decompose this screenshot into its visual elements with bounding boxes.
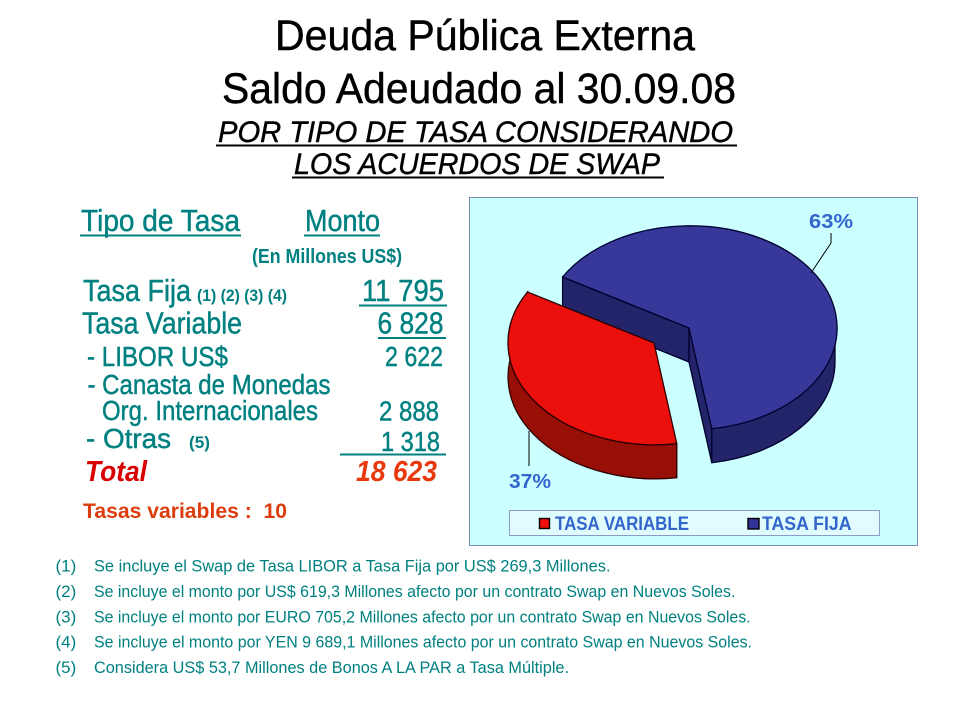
svg-text:(2): (2): [56, 582, 77, 601]
svg-text:(4): (4): [56, 633, 77, 652]
svg-text:Se incluye el monto por US$ 61: Se incluye el monto por US$ 619,3 Millon…: [94, 582, 735, 601]
svg-text:(1) (2) (3) (4): (1) (2) (3) (4): [197, 286, 287, 305]
svg-text:POR TIPO DE TASA CONSIDERANDO: POR TIPO DE TASA CONSIDERANDO: [218, 116, 733, 149]
svg-text:2 888: 2 888: [379, 396, 439, 427]
svg-text:Org. Internacionales: Org. Internacionales: [102, 395, 318, 426]
svg-text:Se incluye el Swap de Tasa LIB: Se incluye el Swap de Tasa LIBOR a Tasa …: [94, 557, 611, 576]
svg-text:TASA FIJA: TASA FIJA: [762, 514, 852, 535]
svg-text:18 623: 18 623: [356, 456, 437, 488]
svg-text:37%: 37%: [509, 471, 551, 493]
svg-text:1 318: 1 318: [381, 426, 440, 457]
svg-text:Tasa Fija: Tasa Fija: [83, 273, 192, 308]
svg-text:- LIBOR US$: - LIBOR US$: [87, 341, 228, 372]
svg-text:TASA VARIABLE: TASA VARIABLE: [555, 514, 689, 535]
svg-text:Considera US$ 53,7 Millones de: Considera US$ 53,7 Millones de Bonos A L…: [94, 658, 569, 677]
svg-text:LOS ACUERDOS DE SWAP: LOS ACUERDOS DE SWAP: [294, 148, 660, 181]
svg-text:- Canasta de Monedas: - Canasta de Monedas: [88, 369, 331, 400]
svg-text:11 795: 11 795: [362, 273, 444, 308]
svg-text:- Otras: - Otras: [86, 423, 171, 454]
svg-text:6 828: 6 828: [378, 306, 444, 341]
svg-text:Se incluye el monto por EURO 7: Se incluye el monto por EURO 705,2 Millo…: [94, 607, 751, 626]
svg-text:(1): (1): [56, 557, 77, 576]
svg-text:Total: Total: [85, 456, 148, 488]
svg-text:Se incluye el monto por YEN 9: Se incluye el monto por YEN 9 689,1 Mill…: [94, 633, 752, 652]
svg-text:Monto: Monto: [305, 203, 380, 238]
svg-text:Saldo Adeudado al 30.09.08: Saldo Adeudado al 30.09.08: [222, 65, 736, 113]
svg-text:2 622: 2 622: [385, 341, 443, 372]
svg-text:(3): (3): [56, 607, 77, 626]
svg-text:Tipo de Tasa: Tipo de Tasa: [81, 203, 241, 238]
svg-text:(En Millones US$): (En Millones US$): [252, 246, 402, 268]
svg-text:Tasa Variable: Tasa Variable: [82, 306, 242, 341]
svg-text:63%: 63%: [809, 211, 853, 233]
svg-text:Deuda Pública Externa: Deuda Pública Externa: [275, 12, 695, 60]
svg-text:Tasas variables : 10: Tasas variables : 10: [83, 500, 287, 523]
svg-text:(5): (5): [189, 433, 210, 452]
svg-text:(5): (5): [56, 658, 77, 677]
